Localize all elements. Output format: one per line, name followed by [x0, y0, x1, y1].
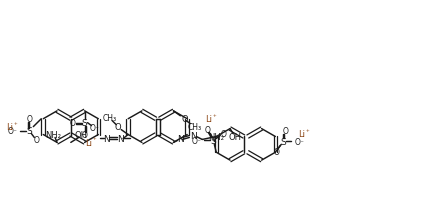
Text: O⁻: O⁻	[294, 137, 304, 146]
Text: ⁺: ⁺	[93, 138, 97, 144]
Text: O: O	[282, 126, 288, 135]
Text: O: O	[33, 135, 39, 144]
Text: O: O	[70, 119, 76, 128]
Text: Li: Li	[298, 129, 305, 138]
Text: NH₂: NH₂	[45, 130, 61, 139]
Text: ⁺: ⁺	[212, 114, 216, 120]
Text: S: S	[27, 126, 32, 135]
Text: ⁺: ⁺	[14, 122, 17, 128]
Text: O⁻: O⁻	[7, 126, 17, 135]
Text: S: S	[281, 137, 286, 146]
Text: O: O	[115, 123, 121, 131]
Text: Li: Li	[205, 115, 212, 124]
Text: O: O	[26, 115, 32, 124]
Text: O: O	[82, 130, 87, 139]
Text: S: S	[211, 136, 216, 145]
Text: OH: OH	[229, 132, 242, 141]
Text: O: O	[205, 125, 210, 134]
Text: O⁻: O⁻	[191, 136, 201, 145]
Text: O⁻: O⁻	[90, 123, 100, 132]
Text: CH₃: CH₃	[187, 123, 201, 131]
Text: Li: Li	[85, 138, 92, 147]
Text: N: N	[177, 134, 184, 143]
Text: S: S	[82, 119, 87, 128]
Text: O: O	[181, 115, 187, 124]
Text: Li: Li	[6, 123, 13, 131]
Text: N: N	[117, 134, 124, 143]
Text: O: O	[274, 147, 279, 156]
Text: NH₂: NH₂	[208, 132, 224, 141]
Text: ⁺: ⁺	[305, 129, 309, 135]
Text: O: O	[220, 129, 226, 138]
Text: N: N	[190, 131, 197, 140]
Text: OH: OH	[74, 130, 87, 139]
Text: N: N	[103, 134, 110, 143]
Text: CH₃: CH₃	[102, 114, 116, 123]
